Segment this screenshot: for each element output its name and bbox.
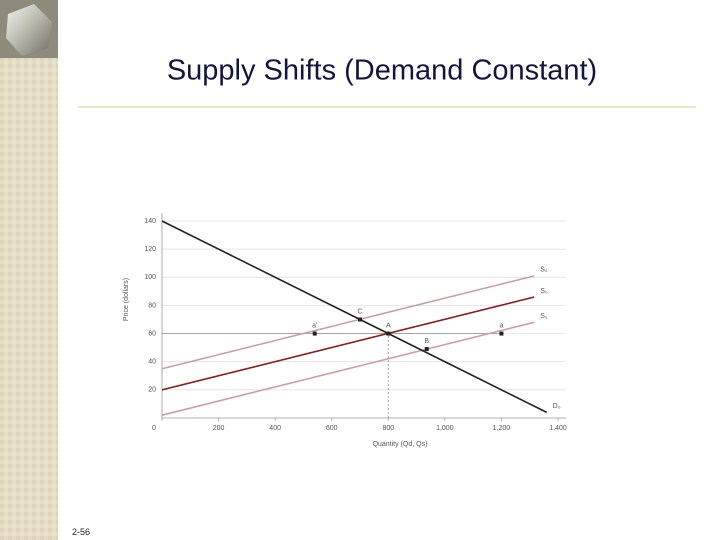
series-line bbox=[161, 321, 535, 416]
x-tick-label: 800 bbox=[382, 425, 394, 432]
series-label: D₀ bbox=[553, 403, 561, 410]
side-strip bbox=[0, 0, 58, 540]
point-label: a bbox=[499, 322, 503, 329]
y-axis-label: Price (dollars) bbox=[123, 278, 130, 321]
series-label: S₂ bbox=[540, 267, 548, 274]
x-tick-label: 400 bbox=[269, 425, 281, 432]
x-tick-label: 1,400 bbox=[549, 425, 567, 432]
point-label: B bbox=[424, 338, 429, 345]
series-line bbox=[161, 296, 535, 391]
cube bbox=[6, 4, 52, 56]
x-tick-label: 200 bbox=[213, 425, 225, 432]
y-tick-label: 100 bbox=[144, 274, 156, 281]
page-number: 2-56 bbox=[72, 527, 90, 537]
x-tick-label: 1,000 bbox=[436, 425, 454, 432]
point-label: a' bbox=[312, 322, 317, 329]
y-tick-label: 40 bbox=[148, 359, 156, 366]
slide-title: Supply Shifts (Demand Constant) bbox=[167, 55, 597, 87]
y-tick-label: 120 bbox=[144, 246, 156, 253]
point bbox=[424, 347, 429, 352]
point-label: C bbox=[357, 308, 362, 315]
point-label: A bbox=[386, 322, 391, 329]
point bbox=[499, 331, 504, 336]
series-line bbox=[161, 275, 535, 370]
series-line bbox=[161, 220, 548, 414]
series-label: S₁ bbox=[540, 313, 548, 320]
y-tick-label: 140 bbox=[144, 218, 156, 225]
x-axis-label: Quantity (Qd, Qs) bbox=[373, 441, 428, 448]
x-tick-label: 1,200 bbox=[493, 425, 511, 432]
point bbox=[358, 317, 362, 322]
y-tick-label: 60 bbox=[148, 330, 156, 337]
x-tick-label: 0 bbox=[152, 425, 156, 432]
point bbox=[312, 331, 317, 336]
y-tick-label: 20 bbox=[148, 387, 156, 394]
point bbox=[386, 331, 391, 336]
x-tick-label: 600 bbox=[326, 425, 338, 432]
series-label: S₀ bbox=[540, 288, 548, 295]
y-tick-label: 80 bbox=[148, 302, 156, 309]
chart: 20 40 60 80 100 120 140 0 200 400 600 800 1,000 1,200… bbox=[123, 213, 567, 448]
